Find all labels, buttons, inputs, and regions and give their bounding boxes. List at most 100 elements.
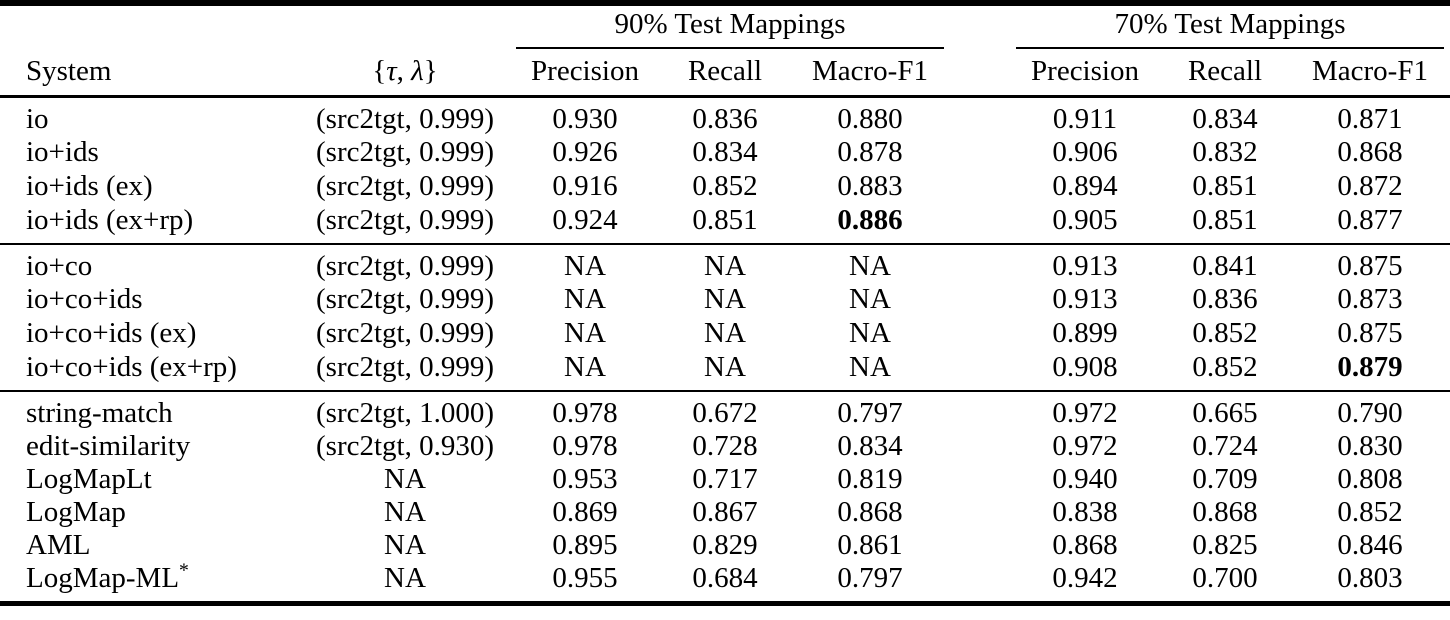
- table-row: AML NA 0.895 0.829 0.861 0.868 0.825 0.8…: [0, 529, 1450, 562]
- system-name: LogMap-ML: [26, 561, 180, 594]
- metric-cell: 0.868: [1337, 136, 1403, 168]
- params-cell: (src2tgt, 0.999): [316, 249, 494, 282]
- metric-cell: 0.955: [552, 561, 618, 594]
- metric-cell: 0.875: [1337, 249, 1403, 282]
- system-cell: io+co: [0, 244, 300, 283]
- metric-cell: 0.834: [692, 136, 758, 168]
- metric-cell: 0.906: [1052, 136, 1118, 168]
- params-cell: (src2tgt, 0.999): [316, 350, 494, 383]
- column-header-system: System: [26, 55, 112, 88]
- system-name: io+co+ids (ex+rp): [26, 350, 237, 383]
- metric-cell: 0.875: [1337, 317, 1403, 349]
- column-header-macrof1-90: Macro-F1: [812, 55, 928, 88]
- metric-cell: 0.940: [1052, 462, 1118, 495]
- table-row: io+ids (ex) (src2tgt, 0.999) 0.916 0.852…: [0, 170, 1450, 204]
- system-name: string-match: [26, 396, 173, 429]
- params-close-brace: }: [423, 55, 438, 88]
- metric-cell: 0.895: [552, 528, 618, 561]
- metric-cell: 0.908: [1052, 350, 1118, 383]
- group-header-70-label: 70% Test Mappings: [1016, 8, 1444, 49]
- system-cell: LogMapLt: [0, 463, 300, 496]
- metric-cell: 0.684: [692, 561, 758, 594]
- system-name: io+ids (ex): [26, 170, 153, 202]
- table-row: io+co (src2tgt, 0.999) NA NA NA 0.913 0.…: [0, 244, 1450, 283]
- params-cell: NA: [384, 561, 426, 594]
- metric-cell: 0.879: [1337, 350, 1403, 383]
- metric-cell: NA: [849, 249, 891, 282]
- metric-cell: 0.978: [552, 429, 618, 462]
- metric-cell: 0.905: [1052, 203, 1118, 236]
- group-gap: [950, 136, 1010, 170]
- metric-cell: 0.899: [1052, 317, 1118, 349]
- metric-cell: 0.832: [1192, 136, 1258, 168]
- params-separator: ,: [396, 55, 412, 88]
- system-cell: io+co+ids (ex+rp): [0, 351, 300, 391]
- system-cell: io+co+ids: [0, 283, 300, 317]
- metric-cell: 0.868: [1052, 528, 1118, 561]
- metric-cell: 0.841: [1192, 249, 1258, 282]
- table-section-baselines: string-match (src2tgt, 1.000) 0.978 0.67…: [0, 390, 1450, 604]
- metric-cell: 0.851: [1192, 170, 1258, 202]
- metric-cell: 0.829: [692, 528, 758, 561]
- metric-cell: 0.913: [1052, 283, 1118, 315]
- metric-cell: 0.953: [552, 462, 618, 495]
- metric-cell: 0.873: [1337, 283, 1403, 315]
- group-gap: [950, 391, 1010, 430]
- metric-cell: NA: [704, 317, 746, 349]
- metric-cell: 0.825: [1192, 528, 1258, 561]
- column-header-precision-70: Precision: [1031, 55, 1139, 88]
- metric-cell: 0.834: [837, 429, 903, 462]
- system-name: io+ids (ex+rp): [26, 203, 194, 236]
- system-name: io+co+ids: [26, 283, 143, 315]
- metric-cell: NA: [564, 283, 606, 315]
- metric-cell: 0.878: [837, 136, 903, 168]
- metric-cell: 0.972: [1052, 429, 1118, 462]
- results-table: 90% Test Mappings 70% Test Mappings Syst…: [0, 0, 1450, 606]
- group-header-70: 70% Test Mappings: [1010, 3, 1450, 49]
- metric-cell: 0.852: [1337, 495, 1403, 528]
- group-gap: [950, 204, 1010, 244]
- metric-cell: 0.852: [1192, 350, 1258, 383]
- metric-cell: NA: [564, 317, 606, 349]
- metric-cell: 0.861: [837, 528, 903, 561]
- metric-cell: 0.797: [837, 561, 903, 594]
- group-gap: [950, 283, 1010, 317]
- metric-cell: 0.872: [1337, 170, 1403, 202]
- params-cell: (src2tgt, 0.999): [316, 283, 494, 315]
- metric-cell: NA: [564, 249, 606, 282]
- metric-cell: 0.852: [692, 170, 758, 202]
- metric-cell: 0.709: [1192, 462, 1258, 495]
- group-gap: [950, 351, 1010, 391]
- system-name: io: [26, 102, 49, 135]
- table-row: io+ids (ex+rp) (src2tgt, 0.999) 0.924 0.…: [0, 204, 1450, 244]
- metric-cell: 0.797: [837, 396, 903, 429]
- column-header-recall-70: Recall: [1187, 55, 1263, 88]
- system-cell: io+ids (ex+rp): [0, 204, 300, 244]
- metric-cell: 0.819: [837, 462, 903, 495]
- system-cell: AML: [0, 529, 300, 562]
- metric-cell: NA: [849, 317, 891, 349]
- metric-cell: 0.930: [552, 102, 618, 135]
- metric-cell: 0.851: [1192, 203, 1258, 236]
- metric-cell: 0.877: [1337, 203, 1403, 236]
- system-footnote-marker: *: [179, 558, 189, 581]
- metric-cell: NA: [704, 350, 746, 383]
- group-gap: [950, 430, 1010, 463]
- table-row: io+co+ids (ex) (src2tgt, 0.999) NA NA NA…: [0, 317, 1450, 351]
- group-gap: [950, 3, 1010, 49]
- column-header-recall-90: Recall: [687, 55, 763, 88]
- metric-cell: 0.911: [1052, 102, 1118, 135]
- table-row: io+ids (src2tgt, 0.999) 0.926 0.834 0.87…: [0, 136, 1450, 170]
- metric-cell: 0.886: [837, 203, 903, 236]
- group-header-spacer: [0, 3, 510, 49]
- metric-cell: 0.978: [552, 396, 618, 429]
- metric-cell: 0.790: [1337, 396, 1403, 429]
- system-cell: io: [0, 96, 300, 136]
- metric-cell: 0.830: [1337, 429, 1403, 462]
- table-row: io+co+ids (ex+rp) (src2tgt, 0.999) NA NA…: [0, 351, 1450, 391]
- table-row: LogMap-ML* NA 0.955 0.684 0.797 0.942 0.…: [0, 558, 1450, 604]
- column-header-row: System {τ, λ} Precision Recall Macro-F1 …: [0, 49, 1450, 96]
- params-cell: (src2tgt, 0.999): [316, 136, 494, 168]
- metric-cell: 0.916: [552, 170, 618, 202]
- column-header-params: {τ, λ}: [300, 49, 510, 96]
